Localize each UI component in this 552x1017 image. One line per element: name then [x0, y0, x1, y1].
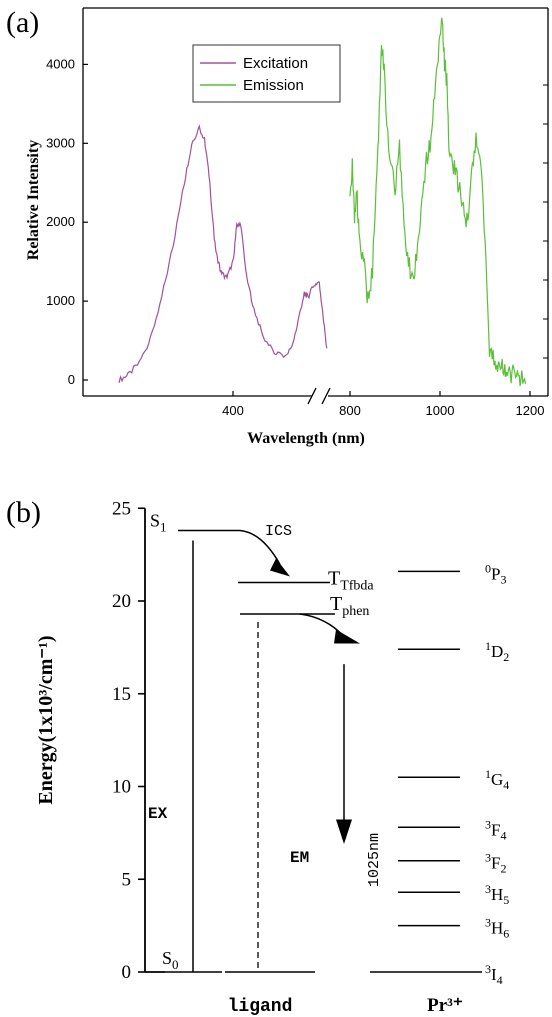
- y-tick-label: 15: [112, 684, 131, 705]
- pr-label-sub: 4: [503, 778, 509, 792]
- series-line-emission: [349, 17, 527, 387]
- ics-arrow-shaft: [239, 529, 281, 565]
- axis-break-mark: [321, 387, 331, 405]
- y-tick-label: 0: [122, 962, 132, 983]
- pr-level-label-3h5: 3H5: [485, 882, 509, 907]
- y-tick-label: 10: [112, 777, 131, 798]
- label-s1: S1: [150, 511, 167, 535]
- pr-label-sub: 2: [503, 650, 509, 664]
- pr-label-sub: 6: [503, 927, 509, 941]
- pr-label-main: P: [491, 564, 500, 583]
- pr-label-main: F: [491, 854, 500, 873]
- pr-level-label-3i4: 3I4: [485, 962, 503, 987]
- pr-label-main: G: [491, 770, 503, 789]
- x-tick-label: 400: [222, 403, 244, 418]
- y-tick-label: 4000: [46, 56, 75, 71]
- label-t-tfbda: TTfbda: [328, 567, 374, 593]
- chart-b-axes: 0 5 10 15 20 25: [112, 498, 165, 983]
- pr-label-sup: 3: [485, 882, 491, 896]
- series-line-excitation: [118, 124, 328, 383]
- chart-a-axes: [82, 7, 549, 405]
- chart-a-ticks: 0 1000 2000 3000 4000 400 800 1000 1200: [46, 56, 548, 418]
- panel-a-label: (a): [6, 6, 40, 39]
- label-s1-sub: 1: [160, 520, 167, 535]
- chart-a-spectra: 0 1000 2000 3000 4000 400 800 1000 1200 Excitati…: [25, 7, 549, 447]
- pr-level-label-3f4: 3F4: [485, 817, 506, 842]
- ics-annotation: ICS: [265, 523, 292, 540]
- pr-label-main: I: [491, 965, 497, 984]
- em-annotation: EM: [290, 849, 309, 867]
- label-t-tfbda-sub: Tfbda: [340, 578, 374, 593]
- pr-label-sub: 4: [497, 973, 503, 987]
- ex-annotation: EX: [148, 805, 168, 823]
- pr-label-sub: 5: [503, 893, 509, 907]
- label-t-phen: Tphen: [330, 593, 369, 619]
- pr-level-label-3h6: 3H6: [485, 916, 509, 941]
- pr-column-label: Pr³⁺: [427, 995, 463, 1016]
- y-tick-label: 3000: [46, 135, 75, 150]
- pr-level-label-0p3: 0P3: [485, 561, 506, 586]
- chart-b-ylabel: Energy(1x10³/cm⁻¹): [35, 635, 57, 804]
- pr-label-sup: 3: [485, 817, 491, 831]
- chart-a-ylabel: Relative Intensity: [25, 140, 42, 260]
- x-tick-label: 800: [339, 403, 361, 418]
- x-tick-label: 1000: [426, 403, 455, 418]
- pr-label-sup: 1: [485, 639, 491, 653]
- ligand-column-label: ligand: [228, 997, 293, 1017]
- legend-entry-emission: Emission: [243, 77, 304, 94]
- ics-arrowhead: [270, 558, 290, 577]
- pr-label-sup: 1: [485, 767, 491, 781]
- pr-label-main: H: [491, 885, 503, 904]
- axis-break-mark: [307, 387, 317, 405]
- transfer-arrowhead: [334, 629, 360, 644]
- pr-label-sub: 3: [500, 572, 506, 586]
- em-arrowhead: [336, 819, 352, 845]
- x-tick-label: 1200: [516, 403, 545, 418]
- pr-level-label-1d2: 1D2: [485, 639, 509, 664]
- label-t-phen-sub: phen: [342, 604, 369, 619]
- legend-box: [192, 44, 341, 103]
- chart-a-legend: Excitation Emission: [192, 44, 341, 103]
- y-tick-label: 0: [68, 372, 75, 387]
- chart-a-xlabel: Wavelength (nm): [247, 430, 365, 447]
- label-s1-main: S: [150, 511, 160, 531]
- pr-label-sup: 3: [485, 851, 491, 865]
- y-tick-label: 5: [122, 869, 132, 890]
- pr-label-sub: 2: [500, 862, 506, 876]
- label-t-phen-main: T: [330, 593, 342, 615]
- pr-label-main: H: [491, 919, 503, 938]
- y-tick-label: 2000: [46, 214, 75, 229]
- wavelength-annotation: 1025nm: [366, 833, 383, 887]
- pr-level-label-3f2: 3F2: [485, 851, 506, 876]
- label-t-tfbda-main: T: [328, 567, 340, 589]
- panel-b-label: (b): [6, 496, 41, 529]
- y-tick-label: 25: [112, 498, 131, 519]
- y-tick-label: 1000: [46, 293, 75, 308]
- pr-label-sup: 3: [485, 916, 491, 930]
- label-s0-main: S: [162, 948, 172, 968]
- pr-level-label-1g4: 1G4: [485, 767, 509, 792]
- pr-label-main: D: [491, 642, 503, 661]
- legend-entry-excitation: Excitation: [243, 55, 308, 72]
- pr-label-sup: 0: [485, 561, 491, 575]
- label-s0-sub: 0: [172, 957, 179, 972]
- label-s0: S0: [162, 948, 179, 972]
- pr-label-main: F: [491, 820, 500, 839]
- chart-a-series: [118, 17, 527, 387]
- pr-label-sub: 4: [500, 828, 506, 842]
- y-tick-label: 20: [112, 591, 131, 612]
- pr-label-sup: 3: [485, 962, 491, 976]
